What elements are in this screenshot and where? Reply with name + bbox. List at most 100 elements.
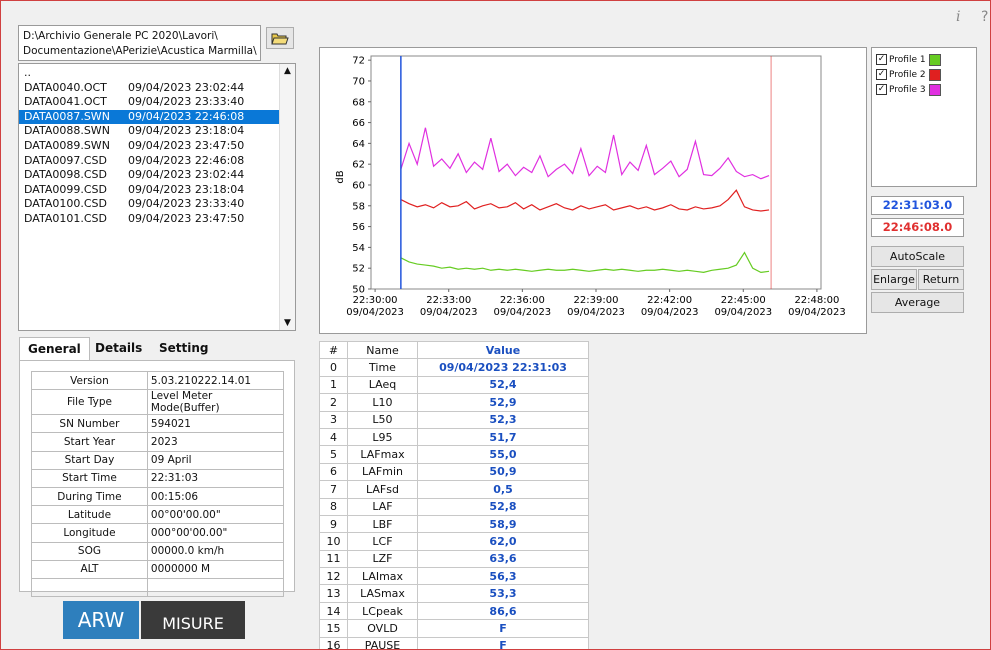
info-row: Latitude 00°00'00.00" bbox=[31, 505, 285, 525]
folder-icon bbox=[271, 33, 289, 45]
table-cell: 16 bbox=[319, 636, 348, 649]
cursor-time: 22:46:08.0 bbox=[871, 218, 964, 237]
file-name: DATA0100.CSD bbox=[24, 197, 107, 211]
parent-dir[interactable]: .. bbox=[24, 66, 31, 79]
file-row[interactable]: DATA0089.SWN 09/04/2023 23:47:50 bbox=[19, 139, 295, 154]
y-tick-label: 64 bbox=[352, 139, 365, 150]
legend: ✓ Profile 1 ✓ Profile 2 ✓ Profile 3 bbox=[871, 47, 977, 187]
file-name: DATA0101.CSD bbox=[24, 211, 107, 225]
file-name: DATA0099.CSD bbox=[24, 182, 107, 196]
return-button[interactable]: Return bbox=[918, 269, 964, 290]
table-cell: F bbox=[417, 636, 589, 649]
table-row: 13 LASmax 53,3 bbox=[319, 584, 589, 603]
series-line bbox=[400, 189, 770, 212]
enlarge-button[interactable]: Enlarge bbox=[871, 269, 917, 290]
table-row: 2 L10 52,9 bbox=[319, 393, 589, 412]
y-tick-label: 62 bbox=[352, 160, 365, 171]
table-cell: 8 bbox=[319, 497, 348, 516]
file-row[interactable]: DATA0098.CSD 09/04/2023 23:02:44 bbox=[19, 168, 295, 183]
x-tick-date: 09/04/2023 bbox=[346, 307, 404, 318]
info-row: Longitude 000°00'00.00" bbox=[31, 523, 285, 543]
info-key: File Type bbox=[31, 389, 148, 416]
table-cell: 56,3 bbox=[417, 567, 589, 586]
table-row: 4 L95 51,7 bbox=[319, 427, 589, 447]
file-date: 09/04/2023 23:02:44 bbox=[128, 80, 245, 94]
table-cell: 3 bbox=[319, 410, 348, 429]
table-cell: 6 bbox=[319, 462, 348, 482]
info-row: SOG 00000.0 km/h bbox=[31, 541, 285, 561]
x-tick-date: 09/04/2023 bbox=[420, 307, 478, 318]
average-button[interactable]: Average bbox=[871, 292, 964, 313]
x-tick-date: 09/04/2023 bbox=[494, 307, 552, 318]
plot-area bbox=[370, 55, 822, 290]
legend-item[interactable]: ✓ Profile 2 bbox=[876, 67, 972, 82]
info-value: 2023 bbox=[146, 432, 285, 452]
legend-label: Profile 3 bbox=[889, 84, 926, 95]
file-name: DATA0097.CSD bbox=[24, 153, 107, 167]
file-row[interactable]: DATA0087.SWN 09/04/2023 22:46:08 bbox=[19, 109, 295, 125]
legend-item[interactable]: ✓ Profile 3 bbox=[876, 82, 972, 97]
file-row[interactable]: DATA0040.OCT 09/04/2023 23:02:44 bbox=[19, 81, 295, 96]
table-cell: 4 bbox=[319, 427, 348, 447]
info-value: 5.03.210222.14.01 bbox=[146, 370, 285, 391]
tab[interactable]: Setting bbox=[159, 341, 209, 355]
table-cell: LZF bbox=[347, 549, 418, 569]
table-cell: 12 bbox=[319, 567, 348, 586]
autoscale-button[interactable]: AutoScale bbox=[871, 246, 964, 267]
checkbox[interactable]: ✓ bbox=[876, 54, 887, 65]
table-cell: 53,3 bbox=[417, 584, 589, 603]
table-cell: 9 bbox=[319, 514, 348, 534]
table-cell: LAeq bbox=[347, 375, 418, 395]
legend-item[interactable]: ✓ Profile 1 bbox=[876, 52, 972, 67]
scrollbar[interactable]: ▲ ▼ bbox=[279, 64, 295, 330]
info-value: 00000.0 km/h bbox=[146, 541, 285, 561]
info-key: Version bbox=[31, 370, 148, 391]
series-line bbox=[400, 251, 770, 273]
file-row[interactable]: DATA0097.CSD 09/04/2023 22:46:08 bbox=[19, 154, 295, 169]
series-line bbox=[400, 127, 770, 180]
tab[interactable]: Details bbox=[95, 341, 143, 355]
help-icon[interactable]: ? bbox=[981, 9, 989, 25]
file-row[interactable]: DATA0100.CSD 09/04/2023 23:33:40 bbox=[19, 197, 295, 212]
tab[interactable]: General bbox=[19, 337, 90, 361]
file-name: DATA0088.SWN bbox=[24, 124, 110, 138]
checkbox[interactable]: ✓ bbox=[876, 69, 887, 80]
table-cell: 7 bbox=[319, 480, 348, 499]
table-row: 15 OVLD F bbox=[319, 619, 589, 638]
table-cell: 52,8 bbox=[417, 497, 589, 516]
x-tick-label: 22:33:00 bbox=[426, 295, 471, 306]
file-row[interactable]: DATA0088.SWN 09/04/2023 23:18:04 bbox=[19, 124, 295, 139]
info-row: Start Year 2023 bbox=[31, 432, 285, 452]
table-cell: LAFsd bbox=[347, 480, 418, 499]
info-key: SN Number bbox=[31, 414, 148, 434]
values-grid: # Name Value 0 Time 09/04/2023 22:31:03 1 LAeq… bbox=[319, 340, 589, 649]
file-row[interactable]: DATA0041.OCT 09/04/2023 23:33:40 bbox=[19, 95, 295, 110]
cursor-time: 22:31:03.0 bbox=[871, 196, 964, 215]
info-value: 000°00'00.00" bbox=[146, 523, 285, 543]
open-folder-button[interactable] bbox=[266, 27, 294, 49]
table-cell: 58,9 bbox=[417, 514, 589, 534]
table-row: 0 Time 09/04/2023 22:31:03 bbox=[319, 358, 589, 377]
x-tick-label: 22:42:00 bbox=[647, 295, 692, 306]
table-cell: 14 bbox=[319, 601, 348, 621]
file-row[interactable]: DATA0101.CSD 09/04/2023 23:47:50 bbox=[19, 212, 295, 227]
legend-swatch bbox=[928, 68, 941, 81]
table-row: 16 PAUSE F bbox=[319, 636, 589, 649]
x-tick-label: 22:45:00 bbox=[721, 295, 766, 306]
table-row: 9 LBF 58,9 bbox=[319, 514, 589, 534]
info-value: Level Meter Mode(Buffer) bbox=[146, 389, 285, 416]
file-name: DATA0041.OCT bbox=[24, 95, 107, 109]
info-row: Start Time 22:31:03 bbox=[31, 468, 285, 488]
info-icon[interactable]: i bbox=[956, 9, 961, 25]
table-row: 12 LAImax 56,3 bbox=[319, 567, 589, 586]
info-row: During Time 00:15:06 bbox=[31, 486, 285, 507]
table-row: 6 LAFmin 50,9 bbox=[319, 462, 589, 482]
info-key: Start Day bbox=[31, 450, 148, 470]
legend-swatch bbox=[928, 83, 941, 96]
file-row[interactable]: DATA0099.CSD 09/04/2023 23:18:04 bbox=[19, 183, 295, 198]
info-key: Longitude bbox=[31, 523, 148, 543]
file-date: 09/04/2023 23:47:50 bbox=[128, 138, 245, 152]
table-row: 11 LZF 63,6 bbox=[319, 549, 589, 569]
file-name: DATA0087.SWN bbox=[24, 109, 110, 123]
checkbox[interactable]: ✓ bbox=[876, 84, 887, 95]
